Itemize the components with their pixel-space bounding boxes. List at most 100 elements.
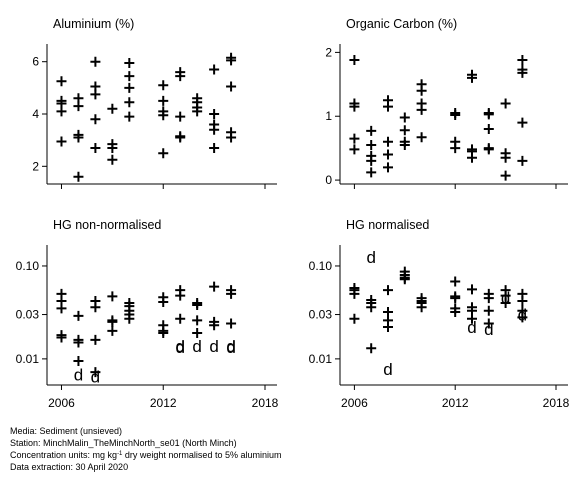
data-point-plus bbox=[366, 125, 377, 136]
panel-title: HG non-normalised bbox=[53, 218, 161, 232]
data-point-plus bbox=[500, 170, 511, 181]
data-point-plus bbox=[56, 106, 67, 117]
data-point-plus bbox=[175, 111, 186, 122]
less-than-detection-marker: d bbox=[467, 318, 476, 337]
data-point-plus bbox=[56, 136, 67, 147]
data-point-plus bbox=[483, 305, 494, 316]
data-point-plus bbox=[399, 266, 410, 277]
data-point-plus bbox=[73, 310, 84, 321]
footer-media: Media: Sediment (unsieved) bbox=[10, 426, 123, 436]
data-point-plus bbox=[124, 82, 135, 93]
x-tick-label: 2018 bbox=[543, 396, 570, 410]
data-point-plus bbox=[349, 144, 360, 155]
data-point-plus bbox=[483, 108, 494, 119]
data-point-plus bbox=[383, 315, 393, 326]
x-tick-label: 2006 bbox=[48, 396, 75, 410]
data-point-plus bbox=[158, 95, 169, 106]
data-point-plus bbox=[383, 136, 393, 147]
data-point-plus bbox=[467, 284, 477, 295]
data-point-plus bbox=[483, 288, 494, 299]
data-point-plus bbox=[366, 167, 377, 178]
data-point-plus bbox=[500, 98, 511, 109]
data-point-plus bbox=[192, 297, 203, 308]
panel-title: Aluminium (%) bbox=[53, 17, 134, 31]
data-point-plus bbox=[366, 139, 377, 150]
data-point-plus bbox=[107, 139, 118, 150]
data-point-plus bbox=[517, 305, 528, 316]
y-tick-label: 1 bbox=[325, 109, 332, 123]
data-point-plus bbox=[467, 69, 477, 80]
data-point-plus bbox=[399, 125, 410, 136]
x-tick-label: 2012 bbox=[442, 396, 469, 410]
less-than-detection-marker: d bbox=[226, 338, 235, 357]
data-point-plus bbox=[175, 313, 186, 324]
y-tick-label: 6 bbox=[32, 55, 39, 69]
data-point-plus bbox=[467, 302, 477, 313]
footer-station: Station: MinchMalin_TheMinchNorth_se01 (… bbox=[10, 437, 237, 448]
data-point-plus bbox=[383, 162, 393, 173]
data-point-plus bbox=[124, 297, 135, 308]
less-than-detection-marker: d bbox=[484, 320, 493, 339]
data-point-plus bbox=[107, 315, 118, 326]
less-than-detection-marker: d bbox=[226, 337, 235, 356]
panel-organic-carbon: Organic Carbon (%) 0 1 2 bbox=[325, 17, 568, 189]
data-point-plus bbox=[90, 295, 101, 306]
y-tick-label: 4 bbox=[32, 107, 39, 121]
data-point-plus bbox=[500, 148, 511, 159]
data-point-plus bbox=[158, 148, 169, 159]
panel-aluminium: Aluminium (%) 2 4 6 bbox=[32, 17, 277, 189]
data-point-plus bbox=[226, 81, 237, 92]
data-point-plus bbox=[124, 71, 135, 82]
panel-title: Organic Carbon (%) bbox=[346, 17, 457, 31]
data-point-plus bbox=[226, 285, 237, 296]
data-point-plus bbox=[124, 111, 135, 122]
data-point-plus bbox=[175, 285, 186, 296]
data-point-plus bbox=[517, 117, 528, 128]
data-point-plus bbox=[90, 56, 101, 67]
y-tick-label: 0.03 bbox=[16, 308, 40, 322]
less-than-detection-marker: d bbox=[175, 337, 184, 356]
data-point-plus bbox=[226, 318, 237, 329]
y-tick-label: 2 bbox=[32, 159, 39, 173]
data-point-plus bbox=[192, 315, 203, 326]
data-point-plus bbox=[107, 154, 118, 165]
data-point-plus bbox=[192, 327, 203, 338]
data-point-plus bbox=[383, 306, 393, 317]
data-point-plus bbox=[416, 98, 427, 109]
data-point-plus bbox=[517, 288, 528, 299]
data-point-plus bbox=[366, 295, 377, 306]
data-point-plus bbox=[383, 95, 393, 106]
data-point-plus bbox=[90, 114, 101, 125]
data-point-plus bbox=[107, 291, 118, 302]
data-point-plus bbox=[209, 143, 220, 153]
footer: Media: Sediment (unsieved) Station: Minc… bbox=[10, 426, 281, 473]
data-point-plus bbox=[209, 64, 220, 75]
less-than-detection-marker: d bbox=[209, 337, 218, 356]
y-tick-label: 0.03 bbox=[309, 308, 333, 322]
data-point-plus bbox=[416, 132, 427, 143]
data-point-plus bbox=[209, 281, 220, 292]
data-point-plus bbox=[349, 313, 360, 324]
data-point-plus bbox=[209, 109, 220, 119]
data-point-plus bbox=[450, 108, 461, 119]
data-point-plus bbox=[500, 285, 511, 296]
data-point-plus bbox=[349, 282, 360, 293]
panel-title: HG normalised bbox=[346, 218, 429, 232]
data-point-plus bbox=[483, 318, 494, 329]
y-tick-label: 0 bbox=[325, 173, 332, 187]
x-tick-label: 2012 bbox=[150, 396, 177, 410]
data-point-plus bbox=[90, 367, 101, 378]
data-point-plus bbox=[192, 93, 203, 104]
data-point-plus bbox=[517, 64, 528, 75]
data-point-plus bbox=[175, 131, 186, 142]
data-point-plus bbox=[73, 171, 84, 182]
data-point-plus bbox=[450, 303, 461, 314]
footer-units-suffix: dry weight normalised to 5% aluminium bbox=[122, 450, 282, 460]
footer-extraction: Data extraction: 30 April 2020 bbox=[10, 461, 129, 472]
data-point-plus bbox=[158, 320, 169, 331]
data-point-plus bbox=[56, 95, 67, 106]
data-point-plus bbox=[73, 355, 84, 366]
y-tick-label: 0.10 bbox=[309, 259, 333, 273]
data-point-plus bbox=[158, 106, 169, 117]
